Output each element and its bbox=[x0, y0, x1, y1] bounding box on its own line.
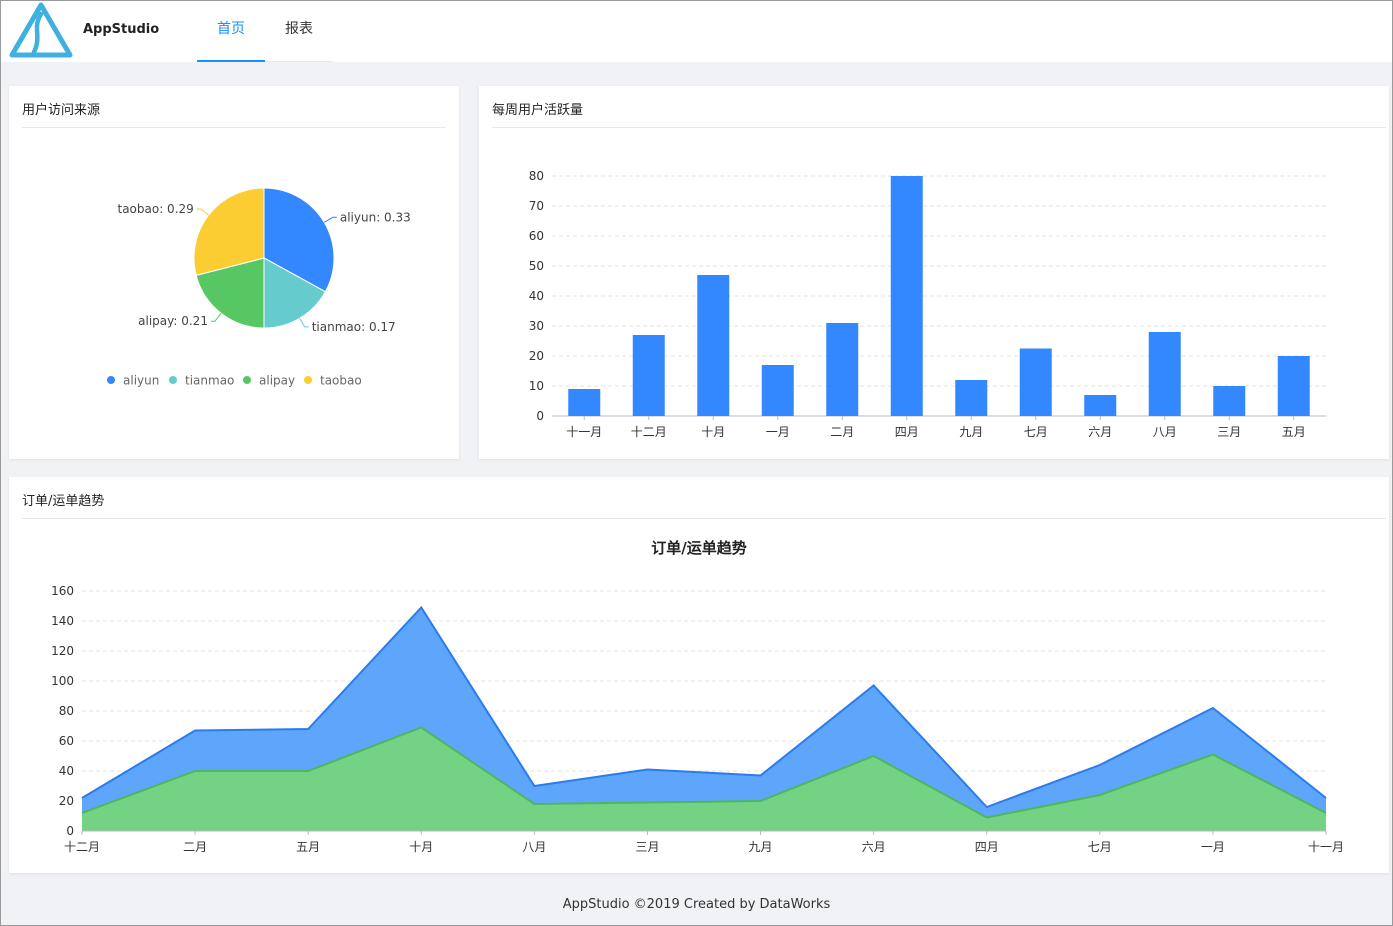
bar-xtick-label: 六月 bbox=[1088, 425, 1112, 439]
area-xtick-label: 十月 bbox=[409, 840, 433, 854]
legend-marker-tianmao[interactable] bbox=[169, 376, 177, 384]
area-xtick-label: 五月 bbox=[296, 840, 320, 854]
pie-chart[interactable]: aliyun: 0.33 tianmao: 0.17 alipay: 0.21 tao… bbox=[9, 86, 459, 459]
bar-ytick-label: 60 bbox=[529, 229, 544, 243]
bar-0[interactable] bbox=[568, 389, 601, 416]
bar-xtick-label: 十月 bbox=[701, 425, 725, 439]
legend-marker-aliyun[interactable] bbox=[107, 376, 115, 384]
pie-label-tianmao: tianmao: 0.17 bbox=[312, 320, 396, 334]
area-chart-title: 订单/运单趋势 bbox=[651, 539, 746, 557]
pie-label-line-taobao bbox=[196, 208, 209, 216]
area-xtick-label: 四月 bbox=[975, 840, 999, 854]
bar-xtick-label: 十二月 bbox=[631, 425, 667, 439]
pie-label-line-alipay bbox=[210, 313, 222, 322]
bar-xtick-label: 三月 bbox=[1217, 425, 1241, 439]
pie-label-line-tianmao bbox=[299, 317, 309, 328]
bar-xtick-label: 一月 bbox=[766, 425, 790, 439]
area-line-series-1 bbox=[81, 726, 1327, 819]
order-trend-card: 订单/运单趋势 订单/运单趋势 0 20 40 60 80 100 120 140 160 十二月 二… bbox=[9, 477, 1389, 873]
bar-7[interactable] bbox=[1019, 348, 1052, 417]
tab-underline bbox=[265, 61, 333, 62]
area-xtick-label: 十一月 bbox=[1308, 840, 1344, 854]
weekly-active-card: 每周用户活跃量 0 10 20 30 40 50 60 70 80 十一月 十二月 十月 一月 二月 四月 九… bbox=[479, 86, 1389, 459]
bar-xtick-label: 二月 bbox=[830, 425, 854, 439]
bar-chart[interactable]: 0 10 20 30 40 50 60 70 80 十一月 十二月 十月 一月 二月 四月 九月 七月 六月 八月 三… bbox=[479, 86, 1389, 459]
bar-6[interactable] bbox=[955, 380, 988, 416]
area-line-series-0 bbox=[81, 605, 1327, 809]
bar-8[interactable] bbox=[1084, 395, 1117, 416]
bar-ytick-label: 80 bbox=[529, 169, 544, 183]
card-title-user-source: 用户访问来源 bbox=[22, 103, 101, 118]
pie-label-aliyun: aliyun: 0.33 bbox=[340, 210, 411, 224]
tab-reports[interactable]: 报表 bbox=[285, 21, 313, 37]
bar-ytick-label: 30 bbox=[529, 319, 544, 333]
pie-slice-taobao[interactable] bbox=[193, 187, 265, 277]
area-fill-series-1[interactable] bbox=[82, 727, 1326, 832]
area-ytick-label: 120 bbox=[51, 644, 74, 658]
legend-marker-alipay[interactable] bbox=[243, 376, 251, 384]
pie-label-alipay: alipay: 0.21 bbox=[138, 314, 208, 328]
bar-xtick-label: 九月 bbox=[959, 425, 983, 439]
area-ytick-label: 20 bbox=[59, 794, 74, 808]
bar-10[interactable] bbox=[1213, 386, 1246, 416]
footer-text: AppStudio ©2019 Created by DataWorks bbox=[562, 897, 831, 912]
bar-xtick-label: 四月 bbox=[895, 425, 919, 439]
area-ytick-label: 60 bbox=[59, 734, 74, 748]
bar-xtick-label: 五月 bbox=[1282, 425, 1306, 439]
app-logo-icon[interactable] bbox=[8, 2, 74, 58]
user-source-card: 用户访问来源 aliyun: 0.33 tianmao: 0.17 alipay: … bbox=[9, 86, 459, 459]
area-chart[interactable]: 订单/运单趋势 0 20 40 60 80 100 120 140 160 十二月 二月 五月 十月 八月 三… bbox=[9, 477, 1389, 873]
bar-1[interactable] bbox=[632, 335, 665, 416]
area-xtick-label: 六月 bbox=[862, 840, 886, 854]
legend-label-tianmao[interactable]: tianmao bbox=[185, 374, 234, 388]
bar-ytick-label: 40 bbox=[529, 289, 544, 303]
pie-slice-aliyun[interactable] bbox=[263, 187, 335, 293]
pie-label-taobao: taobao: 0.29 bbox=[117, 202, 193, 216]
bar-4[interactable] bbox=[826, 323, 859, 416]
bar-xtick-label: 十一月 bbox=[566, 425, 602, 439]
bar-xtick-label: 七月 bbox=[1024, 425, 1048, 439]
card-divider bbox=[22, 127, 446, 128]
legend-label-taobao[interactable]: taobao bbox=[320, 374, 362, 388]
bar-ytick-label: 70 bbox=[529, 199, 544, 213]
card-title-order-trend: 订单/运单趋势 bbox=[22, 494, 105, 509]
legend-label-alipay[interactable]: alipay bbox=[259, 374, 295, 388]
bar-ytick-label: 50 bbox=[529, 259, 544, 273]
area-ytick-label: 80 bbox=[59, 704, 74, 718]
area-xtick-label: 一月 bbox=[1201, 840, 1225, 854]
bar-2[interactable] bbox=[697, 275, 730, 416]
area-ytick-label: 40 bbox=[59, 764, 74, 778]
bar-ytick-label: 20 bbox=[529, 349, 544, 363]
pie-label-line-aliyun bbox=[323, 216, 337, 223]
card-title-weekly-active: 每周用户活跃量 bbox=[492, 103, 584, 118]
bar-ytick-label: 0 bbox=[536, 409, 544, 423]
area-ytick-label: 100 bbox=[51, 674, 74, 688]
tab-home[interactable]: 首页 bbox=[197, 0, 265, 62]
area-xtick-label: 二月 bbox=[183, 840, 207, 854]
bar-9[interactable] bbox=[1148, 332, 1181, 416]
area-xtick-label: 三月 bbox=[635, 840, 659, 854]
legend-label-aliyun[interactable]: aliyun bbox=[123, 374, 159, 388]
area-ytick-label: 0 bbox=[66, 824, 74, 838]
area-xtick-label: 十二月 bbox=[64, 840, 100, 854]
bar-xtick-label: 八月 bbox=[1153, 425, 1177, 439]
top-header: AppStudio 首页 报表 bbox=[0, 0, 1393, 62]
area-ytick-label: 160 bbox=[51, 584, 74, 598]
bar-5[interactable] bbox=[890, 176, 923, 416]
area-xtick-label: 八月 bbox=[522, 840, 546, 854]
bar-ytick-label: 10 bbox=[529, 379, 544, 393]
card-divider bbox=[492, 127, 1386, 128]
pie-slice-tianmao[interactable] bbox=[263, 257, 327, 329]
legend-marker-taobao[interactable] bbox=[304, 376, 312, 384]
area-ytick-label: 140 bbox=[51, 614, 74, 628]
card-divider bbox=[22, 518, 1386, 519]
app-name: AppStudio bbox=[83, 22, 160, 37]
area-xtick-label: 九月 bbox=[749, 840, 773, 854]
area-xtick-label: 七月 bbox=[1088, 840, 1112, 854]
bar-11[interactable] bbox=[1277, 356, 1310, 416]
bar-3[interactable] bbox=[761, 365, 794, 416]
